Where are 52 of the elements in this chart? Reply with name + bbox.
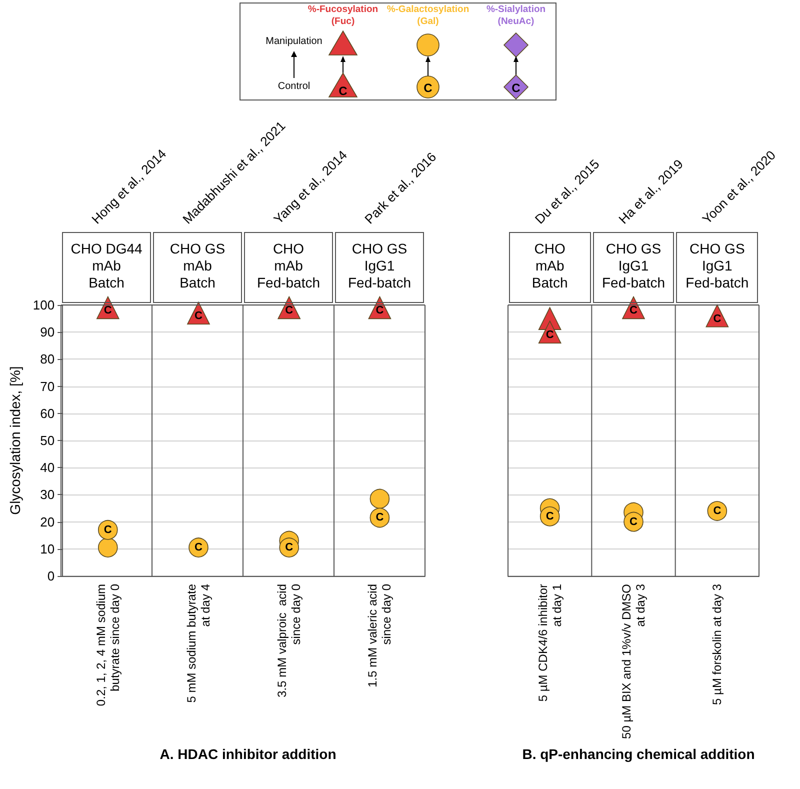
text: C	[104, 524, 112, 536]
text: C	[630, 516, 638, 528]
x-tick-label: 5 µM forskolin at day 3	[710, 584, 724, 705]
y-tick-label: 100	[32, 298, 55, 312]
text: C	[713, 504, 722, 517]
diamond-icon: C	[503, 74, 529, 100]
y-tick-label: 70	[40, 378, 55, 394]
text: C	[285, 542, 294, 554]
point	[98, 538, 118, 558]
y-tick-label: 30	[40, 487, 55, 502]
text: C	[194, 310, 202, 322]
text: Control	[278, 81, 310, 92]
y-tick-label: 10	[40, 541, 55, 556]
annotation: C	[104, 304, 112, 317]
text: Manipulation	[266, 36, 322, 47]
x-tick-label: 50 µM BIX and 1%v/v DMSO at day 3	[620, 584, 648, 739]
text: CHO GS mAb Batch	[170, 240, 226, 290]
x-tick-label: 3.5 mM valproic acid since day 0	[275, 584, 304, 698]
y-tick-label: 40	[40, 460, 55, 476]
point	[370, 488, 390, 509]
text: C	[546, 510, 554, 522]
y-tick-label: 80	[40, 352, 55, 367]
x-tick-label: 5 mM sodium butyrate at day 4	[184, 584, 212, 703]
text: C	[194, 542, 202, 554]
triangle-icon: C	[328, 72, 358, 98]
y-axis-title: Glycosylation index, [%]	[7, 366, 23, 515]
text: CHO GS IgG1 Fed-batch	[602, 240, 666, 290]
text: %-Galactosylation (Gal)	[386, 4, 470, 28]
x-tick-label: 1.5 mM valeric acid since day 0	[366, 584, 394, 688]
y-tick-label: 20	[40, 514, 55, 530]
text: C	[630, 304, 638, 317]
y-tick-label: 90	[40, 324, 55, 340]
text: C	[713, 312, 722, 325]
text: CHO mAb Fed-batch	[256, 240, 320, 290]
text: CHO GS IgG1 Fed-batch	[686, 240, 749, 290]
text: CHO mAb Batch	[532, 240, 568, 290]
x-tick-label: 5 µM CDK4/6 inhibitor at day 1	[536, 584, 564, 702]
text: %-Fucosylation (Fuc)	[308, 4, 378, 27]
text: C	[285, 304, 294, 317]
text: CHO GS IgG1 Fed-batch	[348, 240, 412, 290]
y-tick-label: 0	[47, 568, 55, 584]
text: CHO DG44 mAb Batch	[70, 240, 142, 290]
text: B. qP-enhancing chemical addition	[522, 746, 755, 762]
y-tick-label: 50	[40, 433, 55, 448]
text: C	[376, 304, 384, 317]
y-tick-label: 60	[40, 406, 55, 421]
x-tick-label: 0.2, 1, 2, 4 mM sodium butyrate since day 0	[94, 584, 122, 706]
text: C	[376, 512, 384, 524]
text: A. HDAC inhibitor addition	[160, 746, 336, 762]
annotation: C	[546, 329, 554, 342]
legend-label: %-Sialylation (NeuAc)	[486, 4, 546, 27]
circle-icon: C	[416, 76, 440, 98]
